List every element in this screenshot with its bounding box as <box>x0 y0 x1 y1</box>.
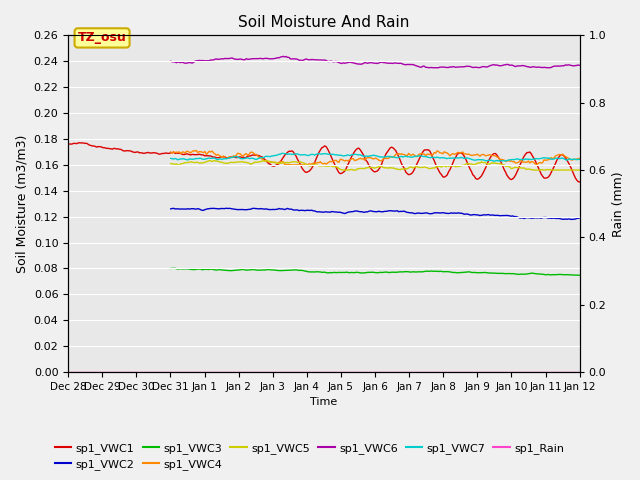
Line: sp1_VWC5: sp1_VWC5 <box>171 161 580 170</box>
sp1_VWC7 <box>217 156 225 162</box>
sp1_VWC1 <box>76 140 83 145</box>
sp1_VWC7 <box>547 156 555 162</box>
sp1_Rain <box>234 369 241 375</box>
sp1_VWC6 <box>288 56 296 62</box>
sp1_VWC4 <box>576 156 584 162</box>
Line: sp1_VWC1: sp1_VWC1 <box>68 143 580 182</box>
X-axis label: Time: Time <box>310 397 337 408</box>
sp1_VWC3 <box>243 267 250 273</box>
sp1_VWC2 <box>243 207 250 213</box>
sp1_VWC6 <box>576 62 584 68</box>
sp1_VWC1 <box>289 149 297 155</box>
sp1_Rain <box>217 369 225 375</box>
sp1_VWC2 <box>576 215 584 221</box>
Line: sp1_VWC2: sp1_VWC2 <box>171 208 580 219</box>
sp1_Rain <box>576 369 584 375</box>
Line: sp1_VWC7: sp1_VWC7 <box>171 153 580 161</box>
Line: sp1_VWC6: sp1_VWC6 <box>171 56 580 68</box>
sp1_VWC3 <box>234 267 241 273</box>
sp1_VWC1 <box>548 167 556 173</box>
sp1_VWC2 <box>547 216 555 221</box>
sp1_VWC6 <box>217 56 225 62</box>
sp1_Rain <box>547 369 555 375</box>
sp1_VWC3 <box>576 272 584 278</box>
sp1_VWC1 <box>129 149 136 155</box>
Line: sp1_VWC3: sp1_VWC3 <box>171 268 580 275</box>
sp1_Rain <box>64 369 72 375</box>
sp1_VWC1 <box>236 154 243 160</box>
sp1_VWC4 <box>547 155 555 160</box>
sp1_VWC1 <box>244 153 252 159</box>
Legend: sp1_VWC1, sp1_VWC2, sp1_VWC3, sp1_VWC4, sp1_VWC5, sp1_VWC6, sp1_VWC7, sp1_Rain: sp1_VWC1, sp1_VWC2, sp1_VWC3, sp1_VWC4, … <box>51 438 569 474</box>
sp1_VWC6 <box>234 57 241 62</box>
sp1_Rain <box>243 369 250 375</box>
Y-axis label: Soil Moisture (m3/m3): Soil Moisture (m3/m3) <box>15 134 28 273</box>
sp1_VWC1 <box>576 179 584 185</box>
sp1_VWC1 <box>64 141 72 147</box>
sp1_VWC7 <box>576 156 584 162</box>
sp1_VWC4 <box>217 153 225 159</box>
sp1_VWC5 <box>576 167 584 173</box>
sp1_VWC4 <box>234 150 241 156</box>
Text: TZ_osu: TZ_osu <box>77 31 127 45</box>
sp1_VWC4 <box>288 162 296 168</box>
sp1_VWC5 <box>243 159 250 165</box>
sp1_VWC5 <box>217 159 225 165</box>
Title: Soil Moisture And Rain: Soil Moisture And Rain <box>238 15 410 30</box>
sp1_VWC7 <box>243 155 250 161</box>
Y-axis label: Rain (mm): Rain (mm) <box>612 171 625 237</box>
sp1_VWC2 <box>288 206 296 212</box>
sp1_Rain <box>288 369 296 375</box>
sp1_VWC6 <box>243 56 250 61</box>
sp1_VWC5 <box>234 159 241 165</box>
sp1_VWC3 <box>288 267 296 273</box>
sp1_VWC3 <box>217 267 225 273</box>
sp1_VWC6 <box>547 65 555 71</box>
sp1_VWC1 <box>218 154 226 160</box>
Line: sp1_VWC4: sp1_VWC4 <box>171 150 580 165</box>
sp1_VWC2 <box>217 205 225 211</box>
sp1_VWC4 <box>243 151 250 156</box>
sp1_VWC7 <box>234 154 241 160</box>
sp1_VWC2 <box>234 207 241 213</box>
sp1_VWC7 <box>288 151 296 157</box>
sp1_VWC5 <box>547 167 555 173</box>
sp1_VWC3 <box>547 272 555 278</box>
sp1_Rain <box>127 369 134 375</box>
sp1_VWC5 <box>288 159 296 165</box>
